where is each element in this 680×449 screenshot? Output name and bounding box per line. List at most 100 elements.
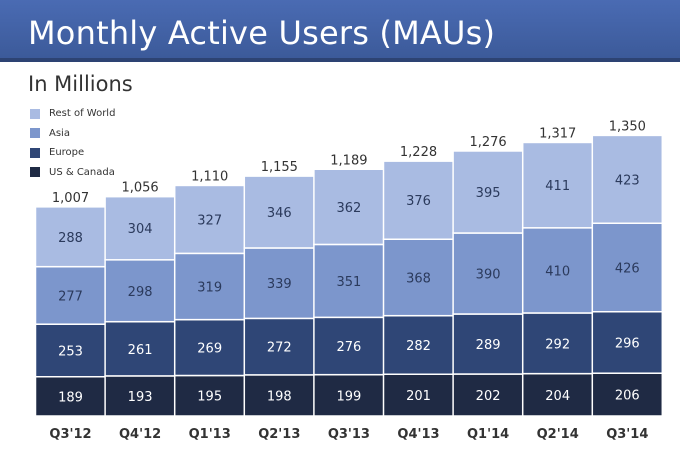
x-tick-label: Q1'14 xyxy=(467,427,509,442)
bar-stack: 199 276 351 362 1,189 Q3'13 xyxy=(313,153,385,442)
data-label: 276 xyxy=(336,340,361,355)
data-label: 351 xyxy=(336,275,361,290)
data-label: 277 xyxy=(58,289,83,304)
bar-segment xyxy=(243,317,316,376)
data-label: 201 xyxy=(406,389,431,404)
x-tick-label: Q1'13 xyxy=(189,427,231,442)
legend-label: Asia xyxy=(49,127,70,139)
x-tick-label: Q3'13 xyxy=(328,427,370,442)
bar-segment xyxy=(452,313,524,375)
legend-swatch xyxy=(30,167,40,178)
legend-swatch xyxy=(30,147,40,158)
bar-segment xyxy=(382,238,455,317)
bar-stack: 201 282 368 376 1,228 Q4'13 xyxy=(382,145,455,442)
bar-segment xyxy=(521,227,594,314)
x-tick-label: Q2'14 xyxy=(537,427,579,442)
x-tick-label: Q3'12 xyxy=(49,427,91,442)
data-label: 204 xyxy=(545,389,570,404)
bar-stack: 193 261 298 304 1,056 Q4'12 xyxy=(104,181,176,442)
data-label: 206 xyxy=(615,389,640,404)
legend-swatch xyxy=(30,108,40,119)
data-label: 198 xyxy=(267,389,292,404)
total-label: 1,056 xyxy=(121,181,158,196)
data-label: 327 xyxy=(197,213,222,228)
legend-label: Rest of World xyxy=(49,108,116,120)
bar-segment xyxy=(591,222,664,313)
bar-segment xyxy=(452,373,524,417)
bar-segment xyxy=(452,150,524,234)
data-label: 296 xyxy=(615,336,640,351)
x-tick-label: Q4'12 xyxy=(119,427,161,442)
bar-stack: 195 269 319 327 1,110 Q1'13 xyxy=(173,169,246,442)
chart-subtitle: In Millions xyxy=(28,72,133,96)
bar-stack: 198 272 339 346 1,155 Q2'13 xyxy=(243,160,316,442)
bar-segment xyxy=(243,247,316,320)
data-label: 189 xyxy=(58,390,83,405)
bar-segment xyxy=(452,232,524,315)
bar-segment xyxy=(382,373,455,417)
data-label: 261 xyxy=(128,343,153,358)
bar-segment xyxy=(243,175,316,249)
total-label: 1,276 xyxy=(469,135,506,150)
data-label: 282 xyxy=(406,339,431,354)
legend: Rest of World Asia Europe US & Canada xyxy=(30,104,115,182)
data-label: 288 xyxy=(58,231,83,246)
title-banner-stripe xyxy=(0,58,680,62)
total-label: 1,350 xyxy=(609,119,646,134)
legend-item: Rest of World xyxy=(30,104,115,124)
bar-segment xyxy=(382,160,455,240)
bar-segment xyxy=(313,243,385,319)
legend-item: Europe xyxy=(30,143,115,163)
bar-stack: 206 296 426 423 1,350 Q3'14 xyxy=(591,119,664,442)
data-label: 368 xyxy=(406,271,431,286)
data-label: 339 xyxy=(267,277,292,292)
x-tick-label: Q2'13 xyxy=(258,427,300,442)
data-label: 199 xyxy=(336,389,361,404)
data-label: 346 xyxy=(267,206,292,221)
total-label: 1,189 xyxy=(330,153,367,168)
data-label: 304 xyxy=(128,222,153,237)
bar-segment xyxy=(591,310,664,374)
data-label: 292 xyxy=(545,337,570,352)
x-tick-label: Q4'13 xyxy=(397,427,439,442)
data-label: 298 xyxy=(128,285,153,300)
bar-stack: 202 289 390 395 1,276 Q1'14 xyxy=(452,135,524,442)
bar-segment xyxy=(34,206,107,268)
data-label: 376 xyxy=(406,194,431,209)
data-label: 202 xyxy=(476,389,501,404)
data-label: 289 xyxy=(476,338,501,353)
bar-segment xyxy=(591,134,664,225)
data-label: 426 xyxy=(615,261,640,276)
legend-swatch xyxy=(30,128,40,139)
legend-label: Europe xyxy=(49,147,85,159)
chart-title: Monthly Active Users (MAUs) xyxy=(28,14,496,52)
data-label: 319 xyxy=(197,280,222,295)
bar-segment xyxy=(173,184,246,255)
data-label: 410 xyxy=(545,264,570,279)
data-label: 411 xyxy=(545,179,570,194)
legend-label: US & Canada xyxy=(49,166,115,178)
data-label: 390 xyxy=(476,268,501,283)
bar-segment xyxy=(313,373,385,417)
bar-segment xyxy=(521,372,594,417)
bar-stack: 204 292 410 411 1,317 Q2'14 xyxy=(521,126,594,442)
legend-item: Asia xyxy=(30,124,115,144)
data-label: 272 xyxy=(267,341,292,356)
data-label: 423 xyxy=(615,173,640,188)
total-label: 1,155 xyxy=(261,160,298,175)
total-label: 1,317 xyxy=(539,126,576,141)
bar-segment xyxy=(382,314,455,376)
x-tick-label: Q3'14 xyxy=(606,427,648,442)
bar-segment xyxy=(104,195,176,261)
data-label: 362 xyxy=(336,201,361,216)
data-label: 269 xyxy=(197,342,222,357)
data-label: 195 xyxy=(197,390,222,405)
data-label: 193 xyxy=(128,390,153,405)
data-label: 395 xyxy=(476,186,501,201)
legend-item: US & Canada xyxy=(30,163,115,183)
total-label: 1,228 xyxy=(400,145,437,160)
total-label: 1,007 xyxy=(52,191,89,206)
title-banner: Monthly Active Users (MAUs) xyxy=(0,0,680,62)
total-label: 1,110 xyxy=(191,169,228,184)
